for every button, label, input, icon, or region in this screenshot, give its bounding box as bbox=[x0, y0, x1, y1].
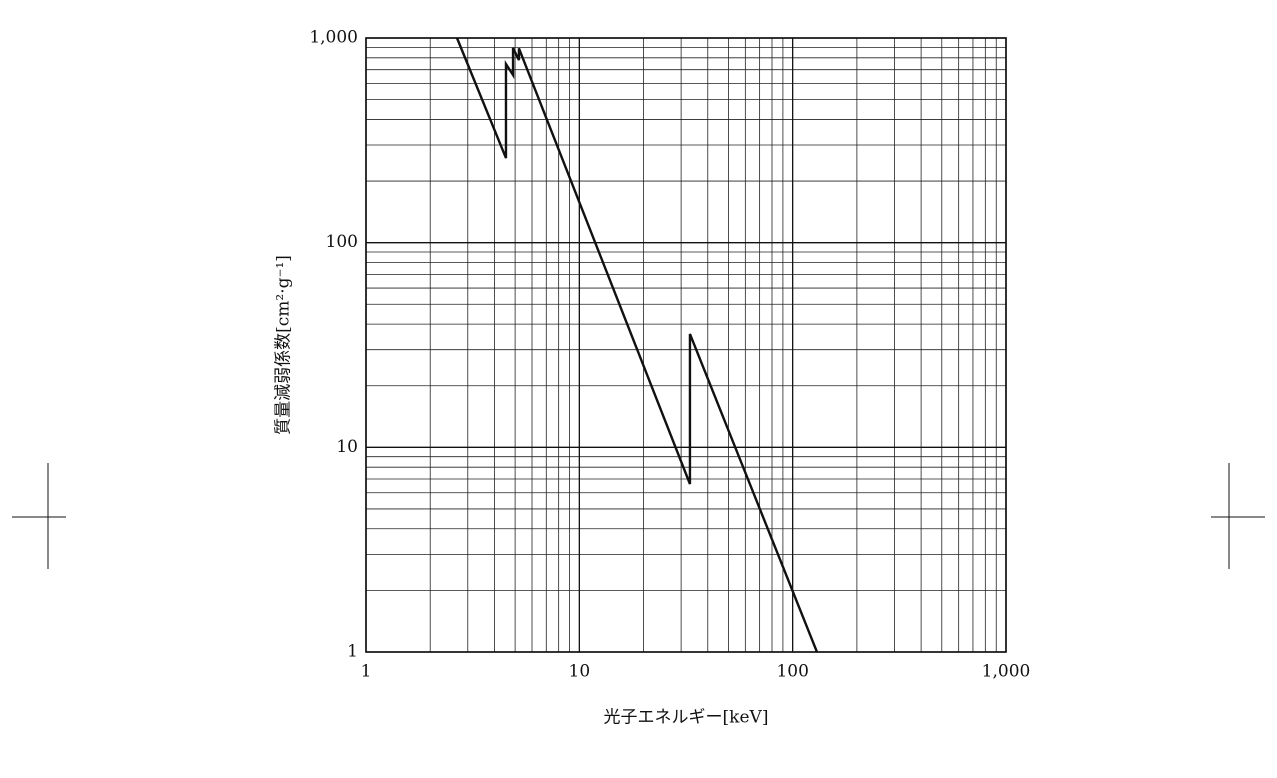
y-tick-label: 1 bbox=[347, 642, 358, 662]
x-tick-label: 10 bbox=[569, 662, 591, 682]
y-axis-label: 質量減弱係数[cm²·g⁻¹] bbox=[274, 255, 294, 435]
crop-marks bbox=[12, 463, 1265, 569]
y-tick-label: 1,000 bbox=[309, 28, 358, 48]
x-tick-label: 100 bbox=[776, 662, 808, 682]
plot-frame bbox=[365, 37, 1007, 653]
x-axis-label: 光子エネルギー[keV] bbox=[604, 708, 769, 728]
data-line bbox=[455, 37, 819, 653]
x-tick-label: 1 bbox=[361, 662, 372, 682]
x-tick-label: 1,000 bbox=[982, 662, 1031, 682]
y-tick-label: 100 bbox=[326, 232, 358, 252]
y-tick-label: 10 bbox=[336, 437, 358, 457]
